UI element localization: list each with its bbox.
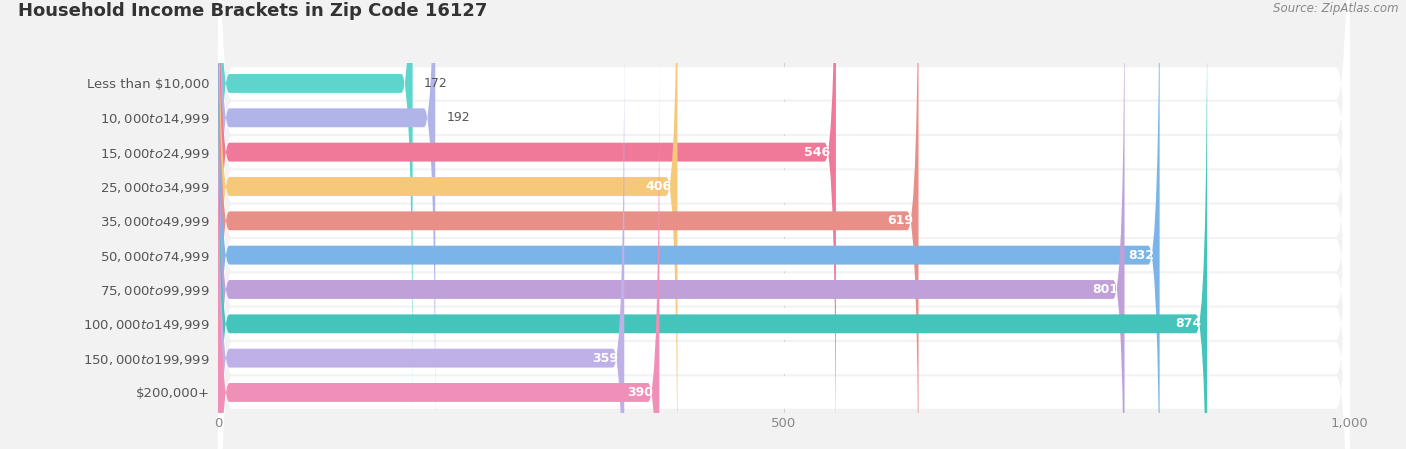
Text: 192: 192 [447,111,470,124]
FancyBboxPatch shape [218,0,1350,449]
FancyBboxPatch shape [218,0,1350,449]
FancyBboxPatch shape [218,0,436,449]
Text: 546: 546 [804,145,831,158]
Text: 832: 832 [1128,249,1154,262]
Text: 390: 390 [627,386,654,399]
FancyBboxPatch shape [218,24,624,449]
FancyBboxPatch shape [218,0,1125,449]
Text: 172: 172 [425,77,447,90]
FancyBboxPatch shape [218,0,1350,449]
Text: Household Income Brackets in Zip Code 16127: Household Income Brackets in Zip Code 16… [18,2,488,20]
FancyBboxPatch shape [218,0,918,449]
FancyBboxPatch shape [218,0,1208,449]
FancyBboxPatch shape [218,0,1350,449]
Text: 619: 619 [887,214,912,227]
Text: Source: ZipAtlas.com: Source: ZipAtlas.com [1274,2,1399,15]
FancyBboxPatch shape [218,0,678,449]
Text: 359: 359 [592,352,619,365]
Text: 874: 874 [1175,317,1202,330]
FancyBboxPatch shape [218,0,837,449]
FancyBboxPatch shape [218,58,659,449]
Text: 801: 801 [1092,283,1119,296]
FancyBboxPatch shape [218,0,1350,449]
FancyBboxPatch shape [218,0,1350,449]
FancyBboxPatch shape [218,0,1350,449]
FancyBboxPatch shape [218,0,1160,449]
FancyBboxPatch shape [218,0,1350,449]
Text: 406: 406 [645,180,672,193]
FancyBboxPatch shape [218,0,1350,449]
FancyBboxPatch shape [218,0,1350,449]
FancyBboxPatch shape [218,0,412,418]
